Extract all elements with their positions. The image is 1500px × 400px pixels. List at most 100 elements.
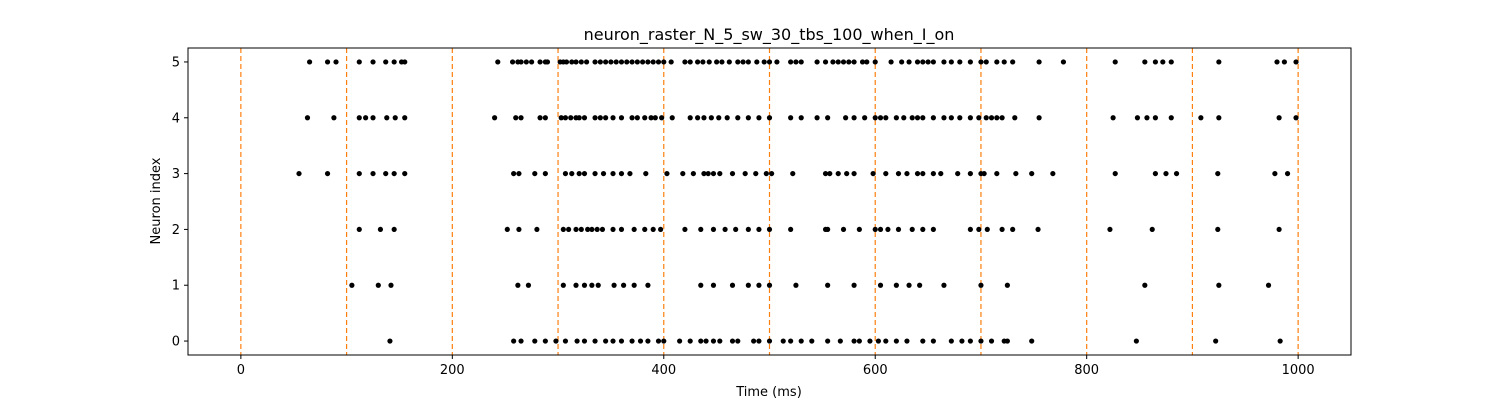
spike-marker	[999, 115, 1005, 121]
spike-marker	[687, 59, 693, 65]
spike-marker	[862, 115, 868, 121]
spike-marker	[511, 338, 517, 344]
spike-marker	[780, 338, 786, 344]
spike-marker	[920, 338, 926, 344]
spike-marker	[589, 282, 595, 288]
spike-marker	[516, 170, 522, 177]
spike-marker	[788, 226, 794, 233]
spike-marker	[941, 115, 947, 121]
spike-marker	[1010, 226, 1016, 233]
spike-marker	[569, 59, 575, 65]
spike-marker	[525, 282, 532, 288]
spike-marker	[1216, 282, 1222, 288]
spike-marker	[1035, 226, 1041, 233]
spike-marker	[356, 226, 362, 233]
spike-marker	[988, 115, 995, 121]
x-axis-ticks: 0 200 400 600 800 1000	[237, 355, 1315, 378]
spike-marker	[906, 59, 912, 65]
spike-marker	[1133, 338, 1139, 344]
spike-marker	[324, 59, 331, 65]
spike-marker	[698, 282, 704, 288]
spike-marker	[941, 59, 947, 65]
spike-marker	[610, 338, 616, 344]
spike-marker	[384, 115, 390, 121]
spike-marker	[523, 59, 529, 65]
spike-marker	[822, 170, 829, 177]
spike-marker	[856, 338, 862, 344]
spike-marker	[710, 282, 717, 288]
spike-marker	[978, 59, 984, 65]
spike-marker	[568, 115, 574, 121]
spike-marker	[620, 282, 627, 288]
spike-marker	[930, 59, 936, 65]
spike-markers	[296, 59, 1299, 344]
spike-marker	[700, 59, 706, 65]
spike-marker	[976, 115, 982, 121]
spike-marker	[1168, 115, 1174, 121]
x-tick-label: 1000	[1282, 363, 1315, 378]
spike-marker	[637, 338, 644, 344]
spike-marker	[1272, 170, 1278, 177]
spike-marker	[724, 115, 730, 121]
spike-marker	[745, 115, 751, 121]
spike-marker	[1293, 115, 1299, 121]
spike-marker	[624, 59, 630, 65]
spike-marker	[930, 226, 936, 233]
spike-marker	[1001, 59, 1007, 65]
spike-marker	[1142, 59, 1148, 65]
spike-marker	[402, 170, 408, 177]
spike-marker	[766, 226, 773, 233]
spike-marker	[761, 59, 767, 65]
spike-marker	[756, 282, 762, 288]
spike-marker	[830, 59, 836, 65]
spike-marker	[976, 226, 982, 233]
spike-marker	[825, 338, 831, 344]
spike-marker	[652, 115, 658, 121]
spike-marker	[1112, 59, 1118, 65]
spike-marker	[957, 115, 963, 121]
spike-marker	[655, 59, 662, 65]
spike-marker	[383, 170, 389, 177]
plot-frame	[187, 47, 1352, 356]
spike-marker	[532, 338, 538, 344]
spike-marker	[592, 338, 598, 344]
spike-marker	[573, 59, 579, 65]
spike-marker	[1276, 115, 1282, 121]
spike-marker	[1281, 59, 1287, 65]
spike-marker	[1112, 170, 1118, 177]
spike-marker	[680, 170, 686, 177]
spike-marker	[814, 115, 820, 121]
spike-marker	[856, 226, 862, 233]
spike-marker	[877, 226, 884, 233]
spike-marker	[917, 282, 923, 288]
spike-marker	[296, 170, 302, 177]
spike-marker	[763, 170, 769, 177]
spike-marker	[1274, 59, 1280, 65]
spike-marker	[708, 115, 714, 121]
spike-marker	[793, 59, 799, 65]
y-axis-title: Neuron index	[149, 157, 164, 244]
spike-marker	[735, 59, 741, 65]
spike-marker	[642, 226, 648, 233]
spike-marker	[870, 170, 876, 177]
spike-marker	[981, 170, 987, 177]
spike-marker	[613, 59, 619, 65]
spike-marker	[492, 115, 498, 121]
spike-marker	[793, 282, 799, 288]
spike-marker	[331, 115, 337, 121]
spike-marker	[1004, 282, 1010, 288]
spike-marker	[875, 338, 881, 344]
spike-marker	[542, 170, 548, 177]
spike-marker	[661, 338, 667, 344]
spike-marker	[948, 59, 954, 65]
spike-marker	[392, 115, 398, 121]
spike-marker	[1012, 115, 1018, 121]
spike-marker	[634, 115, 640, 121]
spike-marker	[893, 338, 899, 344]
spike-marker	[1152, 59, 1159, 65]
spike-marker	[1152, 170, 1159, 177]
spike-marker	[729, 170, 736, 177]
spike-marker	[495, 59, 501, 65]
spike-marker	[1276, 226, 1282, 233]
spike-marker	[851, 59, 857, 65]
